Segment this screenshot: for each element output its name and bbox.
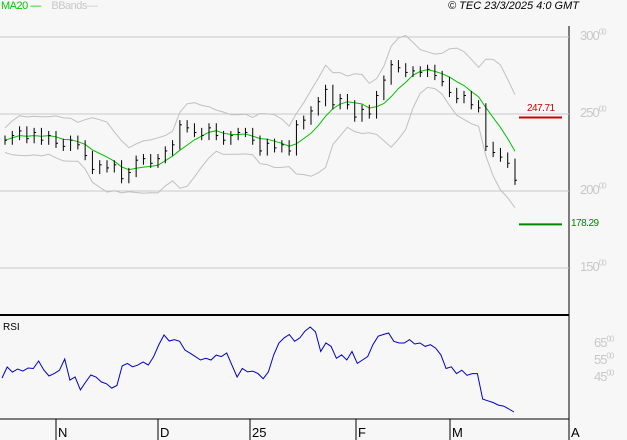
x-tick-label-D: D — [160, 425, 170, 440]
rsi-tick-label-55: 5500 — [594, 351, 614, 367]
rsi-tick-label-45: 4500 — [594, 368, 614, 384]
x-tick-label-F: F — [358, 425, 366, 440]
resistance-level-label: 247.71 — [527, 102, 555, 114]
rsi-panel-title: RSI — [3, 322, 20, 333]
x-tick-label-N: N — [58, 425, 68, 440]
legend: MA20 — BBands— — [1, 0, 98, 12]
x-tick-label-A: A — [571, 425, 580, 440]
legend-bbands-label: BBands — [51, 0, 87, 12]
rsi-line — [1, 326, 515, 413]
rsi-tick-label-65: 6500 — [594, 334, 614, 350]
y-tick-label-200: 20000 — [580, 181, 607, 197]
y-tick-label-300: 30000 — [580, 27, 607, 43]
legend-ma20-label: MA20 — [1, 0, 28, 12]
bollinger-upper — [4, 34, 516, 149]
x-tick-label-M: M — [452, 425, 463, 440]
bollinger-lower — [4, 86, 516, 208]
x-tick-label-25: 25 — [252, 425, 267, 440]
support-level-label: 178.29 — [571, 218, 599, 230]
y-tick-label-150: 15000 — [580, 258, 607, 274]
copyright-timestamp: © TEC 23/3/2025 4:0 GMT — [448, 0, 579, 12]
legend-bbands: BBands— — [51, 0, 98, 12]
legend-ma20: MA20 — — [1, 0, 41, 12]
y-tick-label-250: 25000 — [580, 104, 607, 120]
